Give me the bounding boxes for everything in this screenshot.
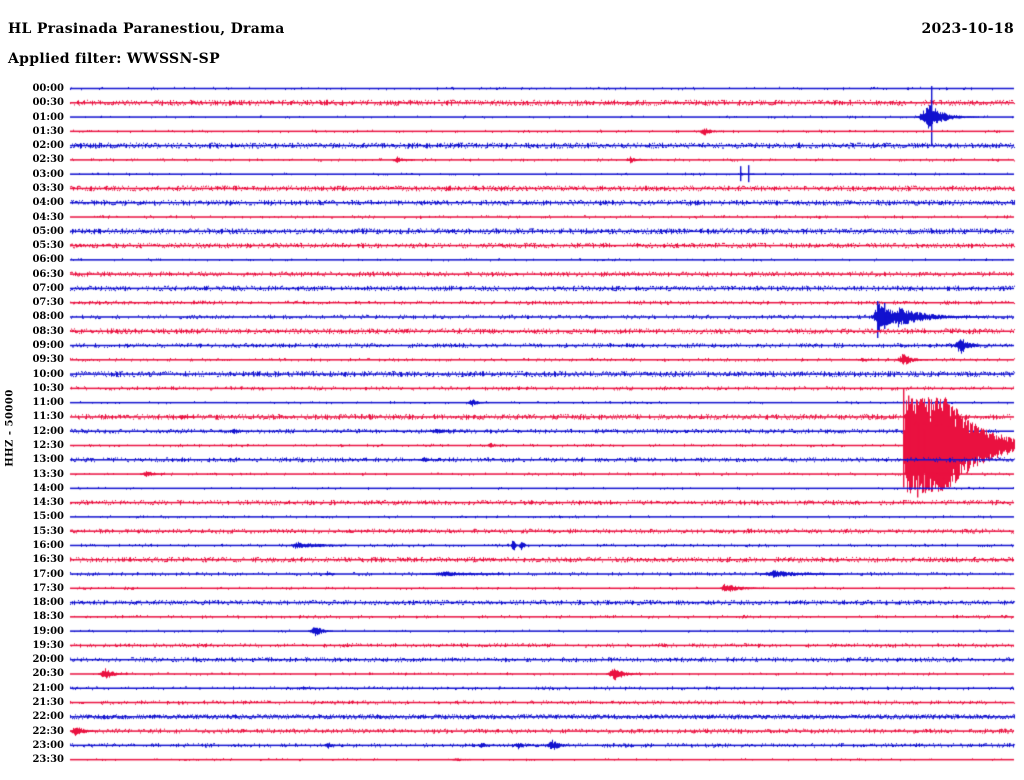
time-label: 20:30: [32, 668, 64, 680]
time-label: 16:30: [32, 554, 64, 566]
time-label: 19:00: [32, 625, 64, 637]
time-label: 13:30: [32, 468, 64, 480]
time-label: 17:30: [32, 582, 64, 594]
date-label: 2023-10-18: [921, 21, 1014, 37]
time-label: 15:00: [32, 511, 64, 523]
time-label: 06:00: [32, 254, 64, 266]
time-label: 20:00: [32, 654, 64, 666]
time-label: 07:00: [32, 282, 64, 294]
station-title: HL Prasinada Paranestiou, Drama: [8, 21, 285, 37]
time-label: 00:00: [32, 83, 64, 94]
time-label: 11:30: [32, 411, 64, 423]
time-label: 05:30: [32, 240, 64, 252]
time-label: 17:00: [32, 568, 64, 580]
time-label: 03:30: [32, 182, 64, 194]
time-label: 18:30: [32, 611, 64, 623]
time-label: 01:00: [32, 111, 64, 123]
time-label: 13:00: [32, 454, 64, 466]
time-label: 08:30: [32, 325, 64, 337]
time-label: 16:00: [32, 539, 64, 551]
time-label: 21:30: [32, 697, 64, 709]
time-label: 01:30: [32, 125, 64, 137]
time-label: 11:00: [32, 397, 64, 409]
time-label: 12:30: [32, 440, 64, 451]
time-label: 06:30: [32, 268, 64, 280]
time-label: 23:30: [32, 754, 64, 766]
time-label: 21:00: [32, 682, 64, 694]
time-label: 07:30: [32, 297, 64, 309]
time-label: 05:00: [32, 225, 64, 237]
time-label: 08:00: [32, 311, 64, 323]
time-label: 14:30: [32, 497, 64, 509]
time-label: 00:30: [32, 97, 64, 109]
time-label: 09:00: [32, 340, 64, 352]
time-label: 19:30: [32, 639, 64, 651]
time-label: 22:30: [32, 725, 64, 737]
time-label: 10:00: [32, 368, 64, 380]
time-label: 23:00: [32, 739, 64, 751]
time-label: 15:30: [32, 525, 64, 537]
filter-label: Applied filter: WWSSN-SP: [8, 51, 220, 67]
time-label: 10:30: [32, 382, 64, 394]
time-label: 02:00: [32, 140, 64, 152]
time-label: 12:00: [32, 425, 64, 437]
time-label: 03:00: [32, 168, 64, 180]
time-label: 14:00: [32, 482, 64, 494]
time-label: 09:30: [32, 354, 64, 366]
time-label: 18:00: [32, 597, 64, 609]
time-label: 22:00: [32, 711, 64, 723]
time-label: 04:00: [32, 197, 64, 209]
time-label: 02:30: [32, 154, 64, 166]
time-label: 04:30: [32, 211, 64, 223]
